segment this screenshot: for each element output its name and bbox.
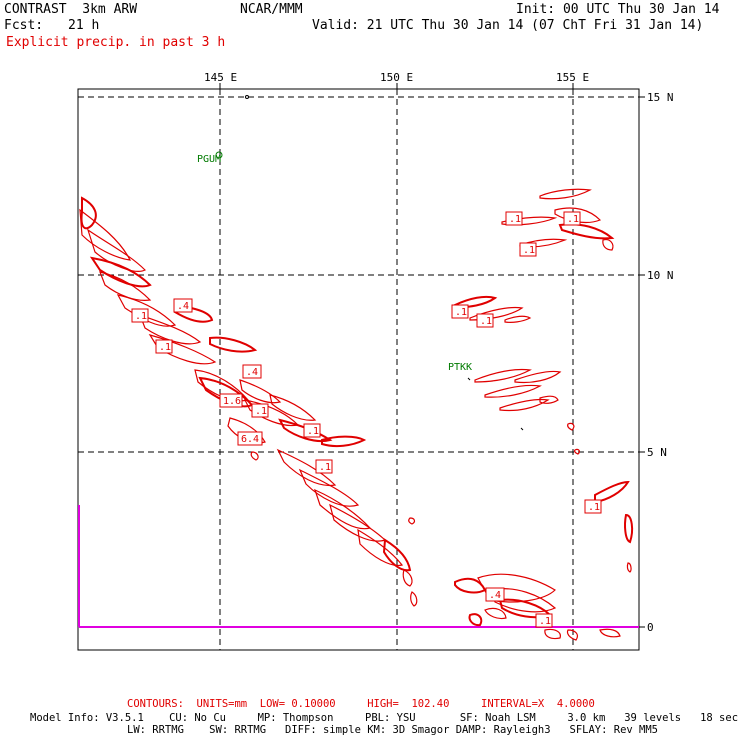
contour-label: .1 [251,403,269,418]
svg-text:.1: .1 [135,311,147,322]
contour-label: .1 [519,242,537,257]
island-marker [467,377,471,381]
contour-label: .4 [485,587,505,602]
svg-text:.1: .1 [523,245,535,256]
forecast-hour: 21 h [68,18,100,33]
lat-label-5n: 5 N [647,446,667,459]
contour-label: .1 [505,211,523,226]
lat-label-10n: 10 N [647,269,674,282]
lat-lon-grid [78,89,639,650]
svg-text:.4: .4 [246,367,258,378]
svg-text:.4: .4 [489,590,501,601]
contour-label: 6.4 [237,431,263,446]
station-pgum: PGUM [197,154,221,165]
contour-info: CONTOURS: UNITS=mm LOW= 0.10000 HIGH= 10… [127,698,595,710]
station-markers [215,95,524,431]
station-ptkk: PTKK [448,362,472,373]
island-marker [245,95,249,99]
svg-text:.1: .1 [509,214,521,225]
contour-labels: .1 .4 .1 .1 .4 1.6 .1 6.4 .1 .1 .1 .1 .1… [131,211,602,628]
forecast-label: Fcst: [4,18,44,33]
contour-label: .1 [476,313,494,328]
lon-label-155: 155 E [556,71,589,84]
island-marker [520,427,524,431]
svg-text:.1: .1 [480,316,492,327]
precip-contours [79,188,634,641]
contour-label: .1 [535,613,553,628]
axis-ticks [219,83,645,628]
contour-label: .1 [584,499,602,514]
contour-label: .1 [563,211,581,226]
contour-label: .1 [303,423,321,438]
contour-label: .1 [315,459,333,474]
svg-text:.1: .1 [319,462,331,473]
model-info-line-2: LW: RRTMG SW: RRTMG DIFF: simple KM: 3D … [127,724,659,736]
contour-label: .4 [242,364,262,379]
svg-text:.1: .1 [159,342,171,353]
lat-label-15n: 15 N [647,91,674,104]
svg-text:1.6: 1.6 [223,396,241,407]
contour-label: 1.6 [219,393,243,408]
valid-time: Valid: 21 UTC Thu 30 Jan 14 (07 ChT Fri … [312,18,704,33]
lon-label-145: 145 E [204,71,237,84]
lat-label-equator: 0 [647,621,654,634]
svg-text:.1: .1 [255,406,267,417]
field-title: Explicit precip. in past 3 h [6,35,226,50]
agency-title: NCAR/MMM [240,2,303,17]
model-info-line-1: Model Info: V3.5.1 CU: No Cu MP: Thompso… [30,712,739,724]
svg-text:6.4: 6.4 [241,434,259,445]
svg-text:.1: .1 [307,426,319,437]
contour-label: .1 [451,304,469,319]
svg-text:.1: .1 [567,214,579,225]
contour-label: .1 [131,308,149,323]
station-marker-pgum [215,151,223,159]
svg-text:.1: .1 [455,307,467,318]
model-title: CONTRAST 3km ARW [4,2,138,17]
contour-label: .1 [155,339,173,354]
lon-label-150: 150 E [380,71,413,84]
map-frame [77,88,640,651]
svg-text:.4: .4 [177,301,189,312]
svg-text:.1: .1 [539,616,551,627]
svg-text:.1: .1 [588,502,600,513]
contour-label: .4 [173,298,193,313]
init-time: Init: 00 UTC Thu 30 Jan 14 [516,2,720,17]
